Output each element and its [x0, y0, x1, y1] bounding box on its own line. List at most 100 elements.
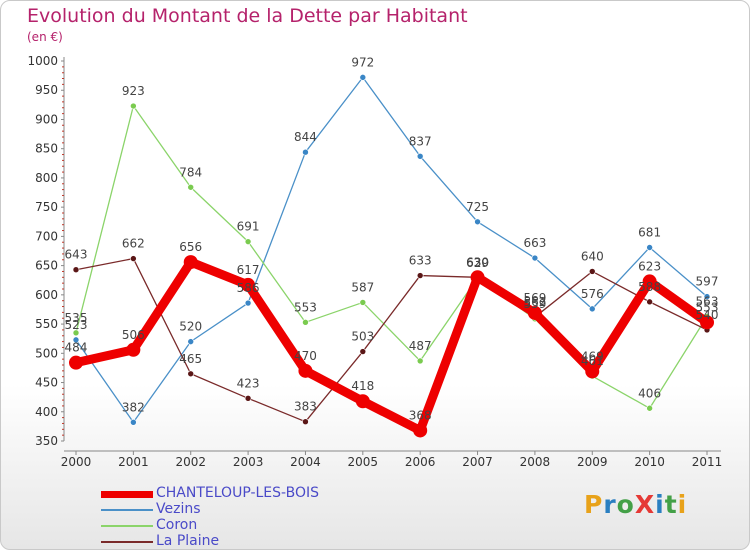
x-tick-label: 2006 [405, 455, 436, 469]
data-label: 662 [122, 237, 145, 251]
data-point [588, 268, 596, 275]
data-label: 506 [122, 328, 145, 342]
data-point [244, 395, 252, 402]
data-label: 562 [523, 295, 546, 309]
data-point [72, 336, 80, 344]
data-label: 423 [237, 376, 260, 390]
data-point [527, 305, 542, 320]
data-label: 623 [638, 259, 661, 273]
logo-letter: X [634, 490, 656, 519]
data-label: 725 [466, 200, 489, 214]
data-label: 523 [65, 318, 88, 332]
x-tick-label: 2003 [233, 455, 264, 469]
y-tick-label: 400 [35, 405, 58, 419]
data-label: 617 [237, 263, 260, 277]
data-label: 837 [409, 134, 432, 148]
logo-letter: o [616, 490, 635, 519]
y-tick-label: 850 [35, 142, 58, 156]
data-point [130, 102, 137, 110]
proxiti-logo: ProXiti [584, 490, 687, 519]
data-label: 553 [696, 300, 719, 314]
legend-label: La Plaine [156, 533, 220, 549]
logo-letter: t [664, 490, 678, 519]
data-label: 923 [122, 84, 145, 98]
y-tick-label: 650 [35, 259, 58, 273]
legend-swatch [101, 491, 153, 498]
x-tick-label: 2008 [520, 455, 551, 469]
data-label: 630 [466, 255, 489, 269]
data-label: 587 [351, 280, 374, 294]
x-tick-label: 2000 [61, 455, 92, 469]
data-point [187, 370, 195, 378]
x-tick-label: 2001 [118, 455, 149, 469]
data-point [416, 357, 424, 365]
y-tick-label: 450 [35, 376, 58, 390]
data-label: 520 [179, 320, 202, 334]
data-point [416, 152, 424, 160]
data-label: 487 [409, 339, 432, 353]
data-label: 629 [466, 256, 489, 270]
data-point [72, 266, 80, 274]
data-label: 844 [294, 130, 317, 144]
data-point [187, 338, 195, 345]
data-point [585, 364, 600, 379]
data-point [700, 315, 714, 330]
chart-unit-label: (en €) [27, 30, 63, 44]
data-point [130, 418, 137, 426]
data-point [183, 255, 198, 270]
data-label: 633 [409, 254, 432, 268]
data-label: 559 [523, 297, 546, 311]
logo-letter: r [603, 490, 617, 519]
data-label: 368 [409, 408, 432, 422]
data-point [359, 299, 367, 306]
legend-swatch [101, 525, 153, 527]
x-tick-label: 2007 [462, 455, 493, 469]
data-label: 784 [179, 165, 202, 179]
data-point [187, 183, 195, 191]
y-tick-label: 500 [35, 346, 58, 360]
x-tick-label: 2004 [290, 455, 321, 469]
x-tick-label: 2010 [634, 455, 665, 469]
data-label: 643 [65, 248, 88, 262]
series-line-chanteloup-les-bois [71, 257, 712, 435]
data-point [359, 74, 367, 81]
data-point [241, 277, 256, 292]
data-point [355, 394, 370, 409]
data-label: 681 [638, 225, 661, 239]
series-line-vezins [75, 76, 708, 423]
data-label: 461 [581, 354, 604, 368]
data-label: 656 [179, 240, 202, 254]
logo-letter: P [584, 490, 604, 519]
data-point [588, 305, 596, 313]
data-label: 569 [523, 291, 546, 305]
legend-swatch [101, 509, 153, 511]
data-point [646, 404, 653, 412]
data-label: 553 [294, 300, 317, 314]
data-point [302, 319, 309, 326]
data-point [474, 218, 481, 226]
data-point [646, 298, 653, 306]
logo-letter: i [655, 490, 665, 519]
y-tick-label: 900 [35, 112, 58, 126]
y-tick-label: 600 [35, 288, 58, 302]
data-point [302, 148, 309, 156]
x-tick-label: 2011 [692, 455, 723, 469]
chart-title: Evolution du Montant de la Dette par Hab… [27, 5, 468, 27]
data-label: 586 [237, 281, 260, 295]
data-point [72, 329, 80, 337]
data-label: 972 [351, 55, 374, 69]
legend-swatch [101, 541, 153, 543]
data-point [646, 244, 653, 251]
data-label: 691 [237, 220, 260, 234]
data-point [703, 293, 711, 300]
series-line-la-plaine [75, 257, 708, 423]
data-label: 540 [696, 308, 719, 322]
x-tick-label: 2005 [348, 455, 379, 469]
y-tick-label: 750 [35, 200, 58, 214]
data-label: 382 [122, 400, 145, 414]
data-label: 576 [581, 287, 604, 301]
series-line-coron [75, 105, 708, 409]
data-point [642, 274, 657, 289]
y-tick-label: 550 [35, 317, 58, 331]
